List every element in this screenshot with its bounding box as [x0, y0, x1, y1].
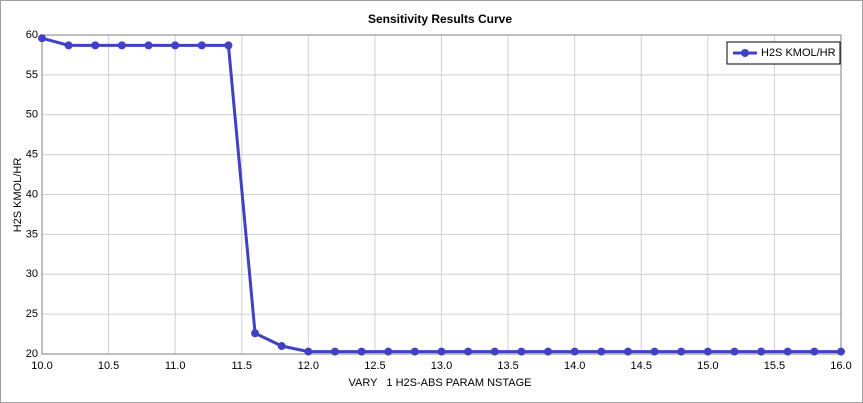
y-tick-label: 40 [26, 188, 38, 200]
y-tick-label: 35 [26, 228, 38, 240]
x-tick-label: 14.0 [564, 360, 585, 372]
data-point [783, 347, 792, 356]
data-point [277, 342, 286, 351]
legend-label: H2S KMOL/HR [761, 47, 836, 59]
chart-title: Sensitivity Results Curve [368, 12, 512, 26]
data-point [437, 347, 446, 356]
y-tick-label: 25 [26, 308, 38, 320]
data-point [38, 34, 46, 43]
data-point [64, 41, 73, 50]
y-axis-label: H2S KMOL/HR [12, 158, 24, 233]
data-point [224, 41, 233, 50]
data-point [757, 347, 766, 356]
data-point [251, 329, 260, 338]
data-point [570, 347, 579, 356]
data-point [197, 41, 206, 50]
data-point [650, 347, 659, 356]
y-tick-label: 30 [26, 268, 38, 280]
legend-box [726, 41, 841, 65]
data-point [117, 41, 126, 50]
data-point [464, 347, 473, 356]
legend-marker [741, 49, 749, 57]
data-point [837, 347, 845, 356]
data-point [810, 347, 819, 356]
data-point [384, 347, 393, 356]
x-tick-label: 12.5 [364, 360, 385, 372]
x-tick-label: 16.0 [830, 360, 851, 372]
x-tick-label: 10.5 [98, 360, 119, 372]
data-point [677, 347, 686, 356]
x-tick-label: 11.0 [165, 360, 186, 372]
y-tick-label: 50 [26, 109, 38, 121]
x-tick-label: 14.5 [631, 360, 652, 372]
x-tick-label: 15.5 [764, 360, 785, 372]
data-point [91, 41, 100, 50]
x-tick-label: 11.5 [231, 360, 252, 372]
data-point [730, 347, 739, 356]
y-tick-label: 60 [26, 29, 38, 41]
y-tick-label: 55 [26, 69, 38, 81]
y-tick-label: 20 [26, 348, 38, 360]
data-point [410, 347, 419, 356]
data-point [703, 347, 712, 356]
x-tick-label: 15.0 [697, 360, 718, 372]
data-point [544, 347, 553, 356]
data-point [330, 347, 339, 356]
data-point [517, 347, 526, 356]
data-point [490, 347, 499, 356]
data-point [623, 347, 632, 356]
data-point [144, 41, 153, 50]
data-point [304, 347, 313, 356]
x-tick-label: 13.0 [431, 360, 452, 372]
y-tick-label: 45 [26, 149, 38, 161]
data-point [171, 41, 180, 50]
x-tick-label: 12.0 [298, 360, 319, 372]
data-point [597, 347, 606, 356]
x-tick-label: 10.0 [31, 360, 52, 372]
data-point [357, 347, 366, 356]
x-tick-label: 13.5 [497, 360, 518, 372]
x-axis-label: VARY 1 H2S-ABS PARAM NSTAGE [349, 377, 532, 389]
